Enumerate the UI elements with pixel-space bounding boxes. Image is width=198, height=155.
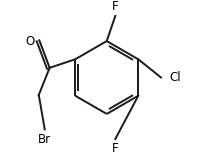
Text: Cl: Cl: [169, 71, 181, 84]
Text: O: O: [25, 35, 35, 48]
Text: F: F: [112, 142, 119, 155]
Text: Br: Br: [38, 133, 51, 146]
Text: F: F: [112, 0, 119, 13]
